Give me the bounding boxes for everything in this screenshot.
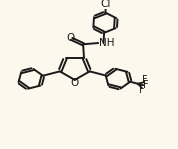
Text: F: F	[143, 80, 149, 90]
Text: Cl: Cl	[101, 0, 111, 9]
Text: NH: NH	[99, 38, 115, 48]
Text: F: F	[139, 85, 145, 95]
Text: F: F	[142, 75, 147, 86]
Text: O: O	[66, 33, 74, 43]
Text: O: O	[71, 78, 79, 88]
